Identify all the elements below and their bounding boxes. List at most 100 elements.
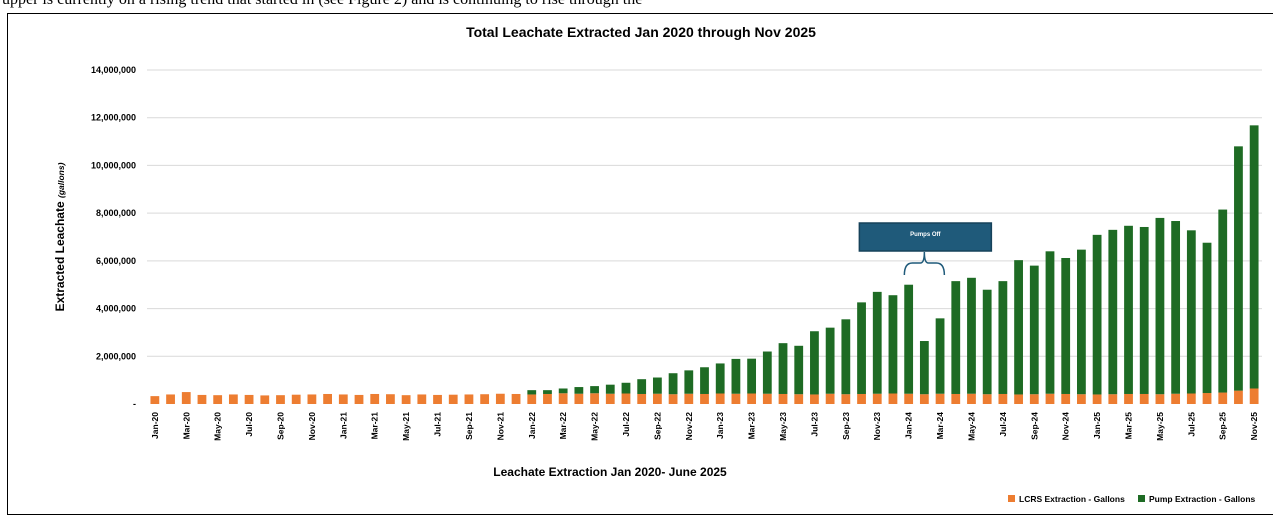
bar-pump [967, 277, 976, 394]
bar-lcrs [904, 393, 914, 404]
bar-pump [621, 382, 631, 394]
bar-lcrs [841, 394, 851, 404]
x-tick-label: Jan-23 [715, 412, 725, 439]
legend-swatch [1138, 495, 1145, 502]
bar-pump [841, 319, 851, 395]
bar-pump [982, 289, 992, 395]
bar-pump [1171, 221, 1181, 394]
x-tick-label: Sep-24 [1029, 412, 1039, 440]
bar-pump [684, 370, 694, 394]
y-axis-label-unit: (gallons) [56, 162, 66, 198]
legend-swatch [1008, 495, 1015, 502]
bar-lcrs [1092, 394, 1102, 404]
bar-pump [1061, 257, 1071, 394]
bar-pump [1077, 249, 1086, 395]
bar-pump [1108, 229, 1118, 395]
chart-frame [7, 13, 1273, 515]
y-tick-label: 6,000,000 [96, 256, 136, 266]
x-tick-label: Jul-25 [1186, 412, 1196, 437]
x-tick-label: Sep-23 [841, 412, 851, 440]
bar-lcrs [495, 393, 505, 404]
bar-pump [590, 386, 599, 394]
bar-pump [1092, 234, 1102, 395]
chart-title: Total Leachate Extracted Jan 2020 throug… [466, 24, 816, 40]
bar-pump [1029, 265, 1039, 395]
x-tick-label: May-20 [213, 412, 223, 441]
x-tick-label: Nov-23 [872, 412, 882, 441]
x-tick-label: Nov-22 [684, 412, 694, 441]
bar-lcrs [762, 393, 772, 404]
bar-lcrs [935, 393, 945, 404]
bar-pump [857, 302, 866, 394]
x-tick-label: Jul-24 [998, 412, 1008, 437]
x-tick-label: Jan-21 [338, 412, 348, 439]
bar-pump [747, 358, 757, 394]
bar-pump [668, 373, 678, 395]
bar-pump [652, 377, 662, 394]
bar-lcrs [731, 393, 741, 404]
bar-lcrs [637, 393, 647, 404]
x-tick-label: May-25 [1155, 412, 1165, 441]
bar-lcrs [668, 394, 678, 404]
bar-lcrs [543, 393, 552, 404]
x-tick-label: Jan-24 [904, 412, 914, 439]
bar-lcrs [857, 393, 866, 404]
bar-lcrs [1029, 394, 1039, 404]
bar-lcrs [919, 394, 929, 404]
bar-lcrs [872, 393, 882, 404]
bar-lcrs [684, 393, 694, 404]
bar-pump [904, 284, 914, 394]
bar-lcrs [605, 393, 615, 404]
x-tick-label: May-21 [401, 412, 411, 441]
x-tick-label: Mar-21 [370, 412, 380, 440]
bar-pump [543, 390, 552, 394]
bar-pump [1218, 209, 1228, 393]
bar-lcrs [166, 394, 175, 404]
bar-pump [1155, 217, 1165, 395]
y-tick-label: 2,000,000 [96, 351, 136, 361]
bar-lcrs [276, 395, 285, 404]
bar-lcrs [1155, 394, 1165, 404]
bar-pump [1249, 125, 1259, 389]
bar-pump [1139, 226, 1149, 394]
bar-lcrs [244, 394, 254, 404]
callout-text: Pumps Off [910, 232, 941, 238]
x-tick-label: May-24 [966, 412, 976, 441]
bar-pump [700, 367, 709, 394]
x-tick-labels: Jan-20 Mar-20 May-20 Jul-20 Sep-20 Nov-20 Jan-… [150, 412, 1259, 441]
y-tick-label: 10,000,000 [91, 160, 136, 170]
bar-lcrs [621, 393, 631, 404]
bar-lcrs [354, 394, 364, 404]
bar-lcrs [558, 393, 568, 404]
bar-lcrs [1218, 392, 1228, 404]
bar-lcrs [1186, 393, 1196, 404]
bar-lcrs [967, 393, 976, 404]
bar-lcrs [480, 394, 490, 404]
bar-lcrs [1014, 394, 1023, 404]
bar-pump [574, 387, 584, 394]
x-tick-label: Nov-20 [307, 412, 317, 441]
bar-pump [527, 390, 537, 395]
bar-lcrs [1249, 388, 1259, 404]
bar-lcrs [291, 394, 301, 404]
bar-lcrs [700, 393, 709, 404]
bar-pump [935, 318, 945, 394]
x-tick-label: Sep-22 [652, 412, 662, 440]
bar-lcrs [590, 393, 599, 404]
bar-pump [1202, 242, 1212, 394]
x-tick-label: Nov-21 [495, 412, 505, 441]
bar-lcrs [228, 394, 238, 404]
bar-lcrs [511, 393, 521, 404]
bar-lcrs [464, 394, 474, 404]
callout-bracket [903, 251, 946, 276]
grid-lines [147, 69, 1262, 357]
bar-lcrs [323, 393, 332, 404]
bar-lcrs [1061, 393, 1071, 404]
page-caption-fragment: upper is currently on a rising trend tha… [0, 0, 1275, 12]
x-tick-label: Jan-25 [1092, 412, 1102, 439]
bar-lcrs [433, 394, 442, 404]
bar-lcrs [1139, 393, 1149, 404]
bar-lcrs [527, 394, 537, 404]
pumps-off-callout: Pumps Off [858, 222, 993, 276]
